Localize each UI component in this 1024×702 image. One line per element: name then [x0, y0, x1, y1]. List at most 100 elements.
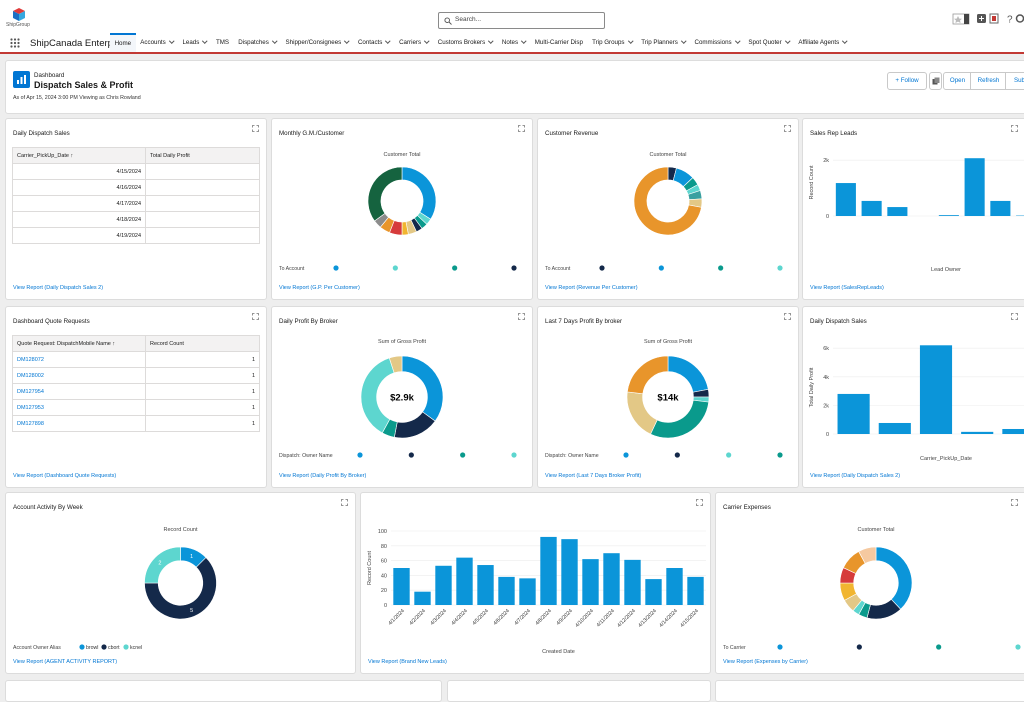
bar [477, 565, 493, 605]
nav-tab[interactable]: Contacts [353, 33, 394, 52]
widget-footer-link[interactable]: View Report (Revenue Per Customer) [545, 285, 638, 291]
nav-tab-label: Affiliate Agents [798, 39, 839, 46]
table-cell: 1 [146, 416, 260, 432]
follow-label: Follow [901, 77, 919, 84]
widget-footer-link[interactable]: View Report (SalesRepLeads) [810, 285, 884, 291]
measure-label: Customer Total [858, 527, 895, 533]
table-cell: 1 [146, 384, 260, 400]
nav-tab-label: Commissions [694, 39, 731, 46]
expand-icon[interactable] [518, 125, 525, 132]
bar [939, 215, 959, 216]
table-cell[interactable]: DM128072 [13, 352, 146, 368]
utility-icons[interactable]: ? [952, 12, 1024, 26]
dashboard-label: Dashboard [34, 72, 64, 79]
expand-icon[interactable] [341, 499, 348, 506]
dashboard-button[interactable]: Refresh [970, 72, 1007, 90]
expand-icon[interactable] [1011, 499, 1018, 506]
nav-tab[interactable]: Accounts [136, 33, 178, 52]
legend-swatch [659, 265, 664, 270]
widget-footer-link[interactable]: View Report (Daily Dispatch Sales 2) [13, 285, 103, 291]
table-row: 4/16/2024 [13, 180, 260, 196]
x-tick-label: 4/15/2024 [679, 608, 700, 629]
nav-tab[interactable]: Trip Planners [637, 33, 690, 52]
y-tick-label: 6k [823, 346, 829, 352]
table-row: 4/19/2024 [13, 228, 260, 244]
expand-glyph [519, 126, 525, 132]
table-header-cell: Carrier_PickUp_Date ↑ [13, 148, 146, 164]
table-cell [146, 212, 260, 228]
widget-title: Account Activity By Week [13, 504, 83, 511]
nav-tab-chevron [681, 38, 686, 43]
table-header-row: Carrier_PickUp_Date ↑Total Daily Profit [13, 148, 260, 164]
dashboard-button[interactable]: Subs [1005, 72, 1024, 90]
search-box[interactable]: Search... [438, 12, 605, 29]
app-launcher[interactable] [10, 38, 20, 48]
nav-tab[interactable]: TMS [211, 33, 233, 52]
widget-title: Daily Dispatch Sales [13, 130, 70, 137]
legend-swatch [101, 644, 106, 649]
y-tick-label: 0 [826, 432, 829, 438]
x-tick-label: 4/7/2024 [513, 608, 532, 627]
widget-footer-link[interactable]: View Report (Daily Dispatch Sales 2) [810, 473, 900, 479]
expand-icon[interactable] [696, 499, 703, 506]
expand-icon[interactable] [518, 313, 525, 320]
measure-label: Sum of Gross Profit [644, 339, 692, 345]
expand-icon[interactable] [1011, 313, 1018, 320]
widget-footer-link[interactable]: View Report (Dashboard Quote Requests) [13, 473, 116, 479]
nav-tab[interactable]: Multi-Carrier Disp [530, 33, 587, 52]
expand-glyph [342, 500, 348, 506]
donut-slice [402, 356, 443, 421]
legend-swatch [452, 265, 457, 270]
x-tick-label: 4/9/2024 [555, 608, 574, 627]
table-cell[interactable]: DM127954 [13, 384, 146, 400]
widget-footer-link[interactable]: View Report (Expenses by Carrier) [723, 659, 808, 665]
nav-tab[interactable]: Home [110, 33, 136, 52]
table-cell[interactable]: DM127953 [13, 400, 146, 416]
bar [836, 183, 856, 216]
logo-text: ShipGroup [6, 22, 30, 28]
widget-footer-link[interactable]: View Report (Daily Profit By Broker) [279, 473, 366, 479]
table-cell[interactable]: DM128002 [13, 368, 146, 384]
widget-footer-link[interactable]: View Report (G.P. Per Customer) [279, 285, 360, 291]
table-header-cell: Quote Request: DispatchMobile Name ↑ [13, 336, 146, 352]
nav-tab[interactable]: Customs Brokers [433, 33, 497, 52]
expand-icon[interactable] [252, 313, 259, 320]
expand-glyph [697, 500, 703, 506]
table-header-cell: Record Count [146, 336, 260, 352]
expand-icon[interactable] [784, 125, 791, 132]
follow-button[interactable]: + Follow [887, 72, 927, 90]
nav-tab[interactable]: Spot Quoter [744, 33, 794, 52]
x-tick-label: 4/4/2024 [450, 608, 469, 627]
table-cell: 1 [146, 368, 260, 384]
nav-tab[interactable]: Dispatches [234, 33, 281, 52]
widget-chart: Customer Total To Carrier [716, 493, 1024, 673]
table-cell: 4/17/2024 [13, 196, 146, 212]
dashboard-button-label: Subs [1014, 77, 1024, 84]
expand-icon[interactable] [252, 125, 259, 132]
icon-button[interactable] [929, 72, 942, 90]
widget-footer-link[interactable]: View Report (Brand New Leads) [368, 659, 447, 665]
legend-title: To Carrier [723, 645, 746, 651]
bar [645, 579, 661, 605]
nav-tab[interactable]: Carriers [394, 33, 433, 52]
nav-tab[interactable]: Affiliate Agents [794, 33, 852, 52]
legend-title: To Account [545, 266, 571, 272]
expand-icon[interactable] [784, 313, 791, 320]
legend-swatch [726, 452, 731, 457]
table-cell[interactable]: DM127898 [13, 416, 146, 432]
expand-icon[interactable] [1011, 125, 1018, 132]
dashboard-button[interactable]: Open [943, 72, 972, 90]
widget-footer-link[interactable]: View Report (AGENT ACTIVITY REPORT) [13, 659, 117, 665]
nav-tab[interactable]: Notes [497, 33, 530, 52]
widget-footer-link[interactable]: View Report (Last 7 Days Broker Profit) [545, 473, 641, 479]
nav-tab[interactable]: Trip Groups [588, 33, 637, 52]
nav-tab[interactable]: Leads [178, 33, 212, 52]
y-axis-label: Record Count [367, 551, 373, 585]
nav-tab[interactable]: Commissions [690, 33, 744, 52]
nav-tab[interactable]: Shipper/Consignees [281, 33, 353, 52]
nav-tab-label: Notes [502, 39, 518, 46]
